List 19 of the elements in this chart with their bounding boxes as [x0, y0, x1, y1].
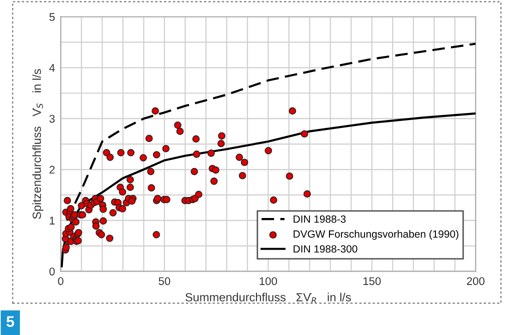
y-tick-label: 2 — [50, 166, 55, 174]
x-tick-label: 0 — [58, 277, 64, 286]
x-tick-label: 200 — [466, 277, 484, 286]
text: Summendurchfluss ΣV̇$_{R}$ in l/s — [185, 292, 351, 304]
x-tick-label: 100 — [260, 277, 278, 286]
y-tick-label: 3 — [49, 114, 55, 123]
legend-label: DIN 1988-3 — [294, 215, 346, 223]
x-tick-label: 50 — [158, 277, 170, 286]
y-tick-label: 1 — [50, 216, 55, 224]
line-series — [60, 112, 476, 268]
text: 5 — [6, 316, 14, 327]
text: Spitzendurchfluss V̇$_{S}$ in l/s — [32, 69, 44, 219]
y-tick-label: 4 — [49, 64, 55, 72]
y-tick-label: 0 — [49, 268, 55, 276]
legend-label: DIN 1988-300 — [294, 245, 358, 253]
y-tick-label: 5 — [49, 13, 55, 21]
legend-label: DVGW Forschungsvorhaben (1990) — [294, 230, 458, 240]
x-tick-label: 150 — [363, 277, 381, 286]
line-series — [66, 42, 476, 222]
